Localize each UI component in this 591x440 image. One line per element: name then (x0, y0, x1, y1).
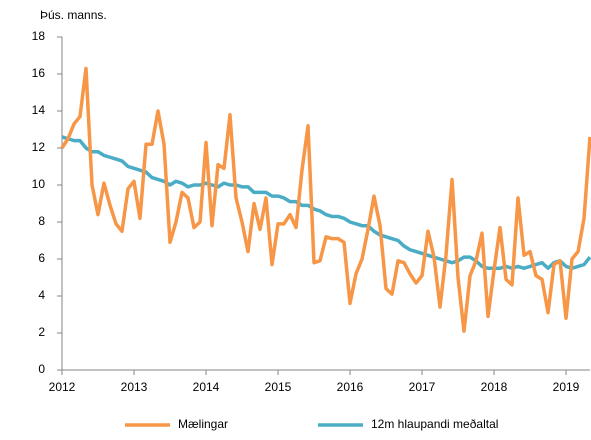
y-tick-label: 8 (38, 214, 45, 228)
x-tick-label: 2015 (265, 380, 292, 394)
y-tick-label: 14 (32, 103, 46, 117)
y-tick-label: 18 (32, 29, 46, 43)
x-tick-label: 2017 (409, 380, 436, 394)
legend-label: Mælingar (178, 417, 228, 431)
y-tick-label: 10 (32, 177, 46, 191)
legend-label: 12m hlaupandi meðaltal (371, 417, 498, 431)
y-tick-label: 2 (38, 325, 45, 339)
y-axis-label: Þús. manns. (40, 8, 107, 22)
x-tick-label: 2014 (193, 380, 220, 394)
data-line (60, 66, 591, 333)
y-tick-label: 6 (38, 251, 45, 265)
x-tick-label: 2012 (49, 380, 76, 394)
y-tick-label: 16 (32, 66, 46, 80)
x-tick-label: 2019 (553, 380, 580, 394)
x-tick-label: 2013 (121, 380, 148, 394)
y-tick-label: 12 (32, 140, 46, 154)
data-line (61, 135, 591, 270)
x-tick-label: 2016 (337, 380, 364, 394)
y-tick-label: 4 (38, 288, 45, 302)
x-tick-label: 2018 (481, 380, 508, 394)
y-tick-label: 0 (38, 362, 45, 376)
